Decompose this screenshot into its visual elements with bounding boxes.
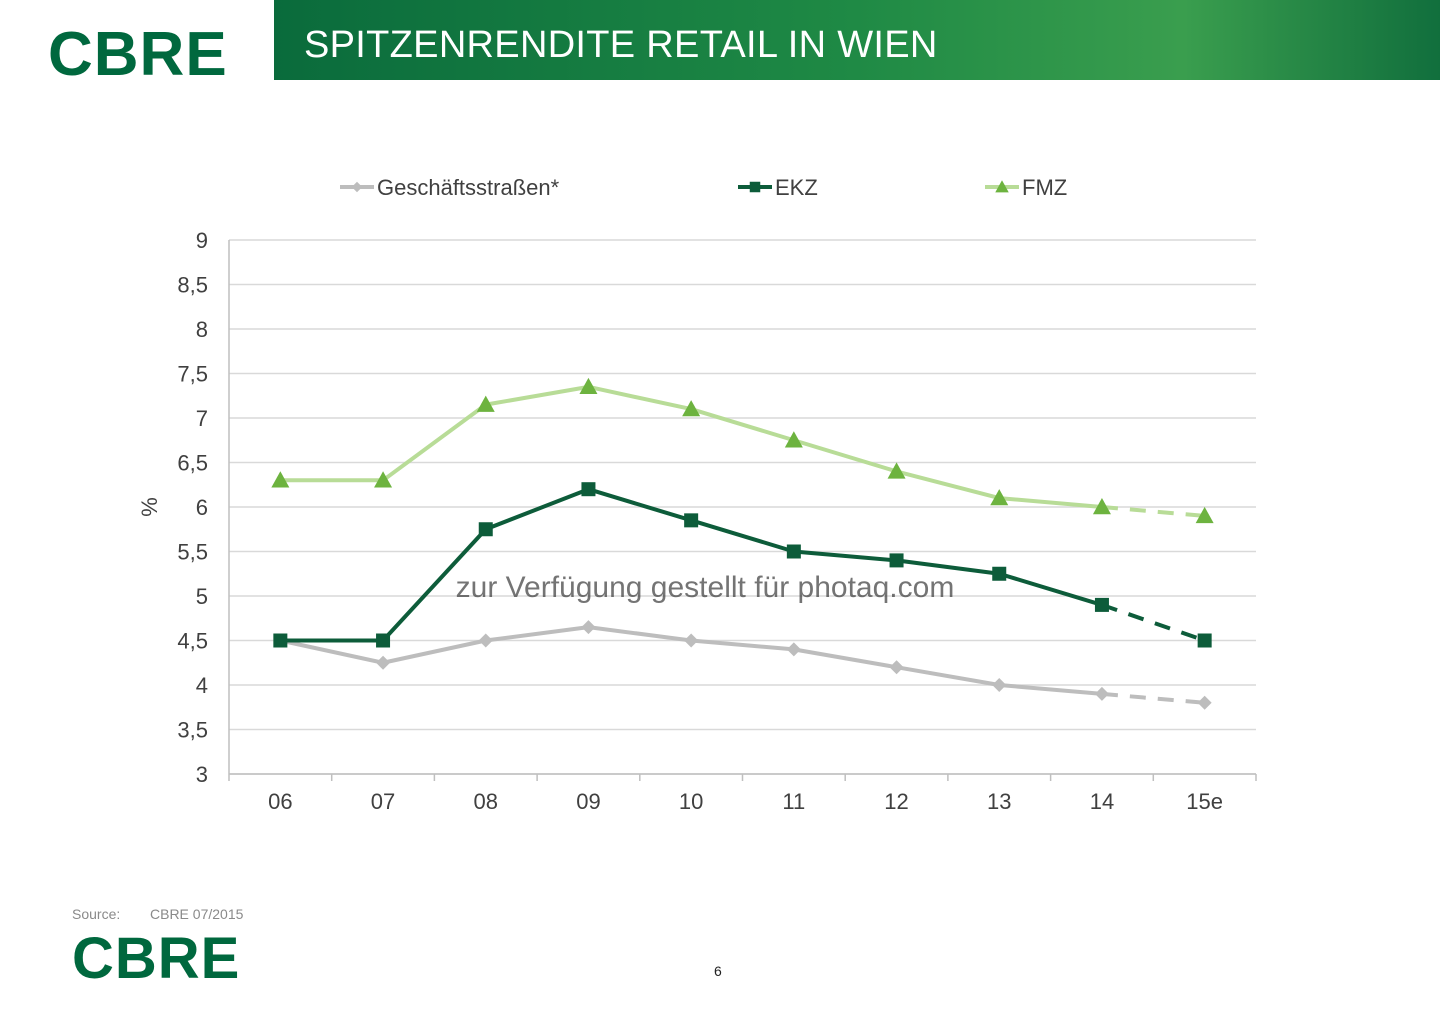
y-tick-label: 8: [196, 317, 208, 342]
source-note: Source: CBRE 07/2015: [72, 906, 243, 922]
series-markers: [271, 377, 1214, 710]
legend-marker: [995, 180, 1009, 193]
data-point: [579, 377, 598, 395]
legend-marker: [351, 181, 363, 193]
x-tick-label: 15e: [1186, 789, 1223, 814]
data-point: [376, 655, 391, 670]
y-tick-label: 3: [196, 762, 208, 787]
x-tick-label: 13: [987, 789, 1011, 814]
y-tick-label: 5: [196, 584, 208, 609]
x-tick-label: 08: [474, 789, 498, 814]
y-tick-label: 9: [196, 228, 208, 253]
data-point: [887, 462, 906, 479]
y-tick-label: 4: [196, 673, 208, 698]
data-point: [889, 660, 904, 675]
x-tick-label: 07: [371, 789, 395, 814]
x-tick-label: 10: [679, 789, 703, 814]
series-forecast-line: [1101, 691, 1205, 705]
series-line: [280, 487, 1103, 643]
data-point: [786, 642, 801, 657]
watermark-text: zur Verfügung gestellt für photaq.com: [456, 571, 955, 604]
y-tick-label: 7: [196, 406, 208, 431]
data-point: [784, 431, 803, 448]
series-forecast-line: [1101, 603, 1206, 643]
data-point: [1092, 498, 1111, 515]
cbre-logo: CBRE: [48, 20, 228, 89]
header-band: SPITZENRENDITE RETAIL IN WIEN: [274, 0, 1440, 80]
y-axis-label: %: [137, 497, 162, 517]
data-point: [1195, 506, 1214, 524]
legend-label: EKZ: [775, 175, 818, 200]
y-tick-label: 6: [196, 495, 208, 520]
series-forecast-line: [1101, 505, 1205, 518]
data-point: [682, 400, 701, 417]
data-point: [476, 395, 495, 412]
data-point: [478, 522, 493, 537]
data-point: [376, 633, 391, 648]
y-tick-label: 8,5: [177, 273, 208, 298]
data-point: [1094, 686, 1109, 701]
series-lines: [279, 384, 1206, 705]
page-title: SPITZENRENDITE RETAIL IN WIEN: [304, 24, 938, 66]
data-point: [889, 553, 904, 568]
data-point: [684, 633, 699, 648]
y-tick-label: 5,5: [177, 540, 208, 565]
data-point: [1094, 597, 1109, 612]
legend-label: Geschäftsstraßen*: [377, 175, 560, 200]
cbre-logo-footer: CBRE: [72, 926, 241, 991]
data-point: [684, 513, 699, 528]
data-point: [581, 482, 596, 497]
data-point: [1197, 695, 1212, 710]
y-tick-label: 4,5: [177, 629, 208, 654]
y-tick-label: 3,5: [177, 718, 208, 743]
x-tick-label: 12: [884, 789, 908, 814]
data-point: [992, 678, 1007, 692]
data-point: [992, 566, 1007, 581]
x-tick-label: 06: [268, 789, 292, 814]
x-tick-label: 14: [1090, 789, 1114, 814]
legend-marker: [749, 181, 761, 193]
source-label: Source:: [72, 906, 121, 922]
y-tick-label: 6,5: [177, 451, 208, 476]
data-point: [581, 620, 596, 635]
data-point: [990, 489, 1009, 506]
x-tick-label: 09: [576, 789, 600, 814]
data-point: [273, 633, 288, 648]
data-point: [786, 544, 801, 559]
chart-legend: Geschäftsstraßen* EKZ FMZ: [340, 175, 1067, 200]
axes: 3 3,5 4 4,5 5 5,5 6 6,5 7 7,5 8 8,5 9 06 07 08 09 10 11 12 1…: [137, 228, 1257, 814]
source-value: CBRE 07/2015: [150, 906, 244, 922]
x-tick-label: 11: [782, 789, 805, 814]
data-point: [478, 633, 493, 648]
grid-lines: [229, 239, 1256, 775]
legend-label: FMZ: [1022, 175, 1067, 200]
page-number: 6: [714, 963, 722, 979]
data-point: [1197, 633, 1212, 648]
y-tick-label: 7,5: [177, 362, 208, 387]
data-point: [271, 471, 290, 488]
data-point: [374, 471, 393, 488]
